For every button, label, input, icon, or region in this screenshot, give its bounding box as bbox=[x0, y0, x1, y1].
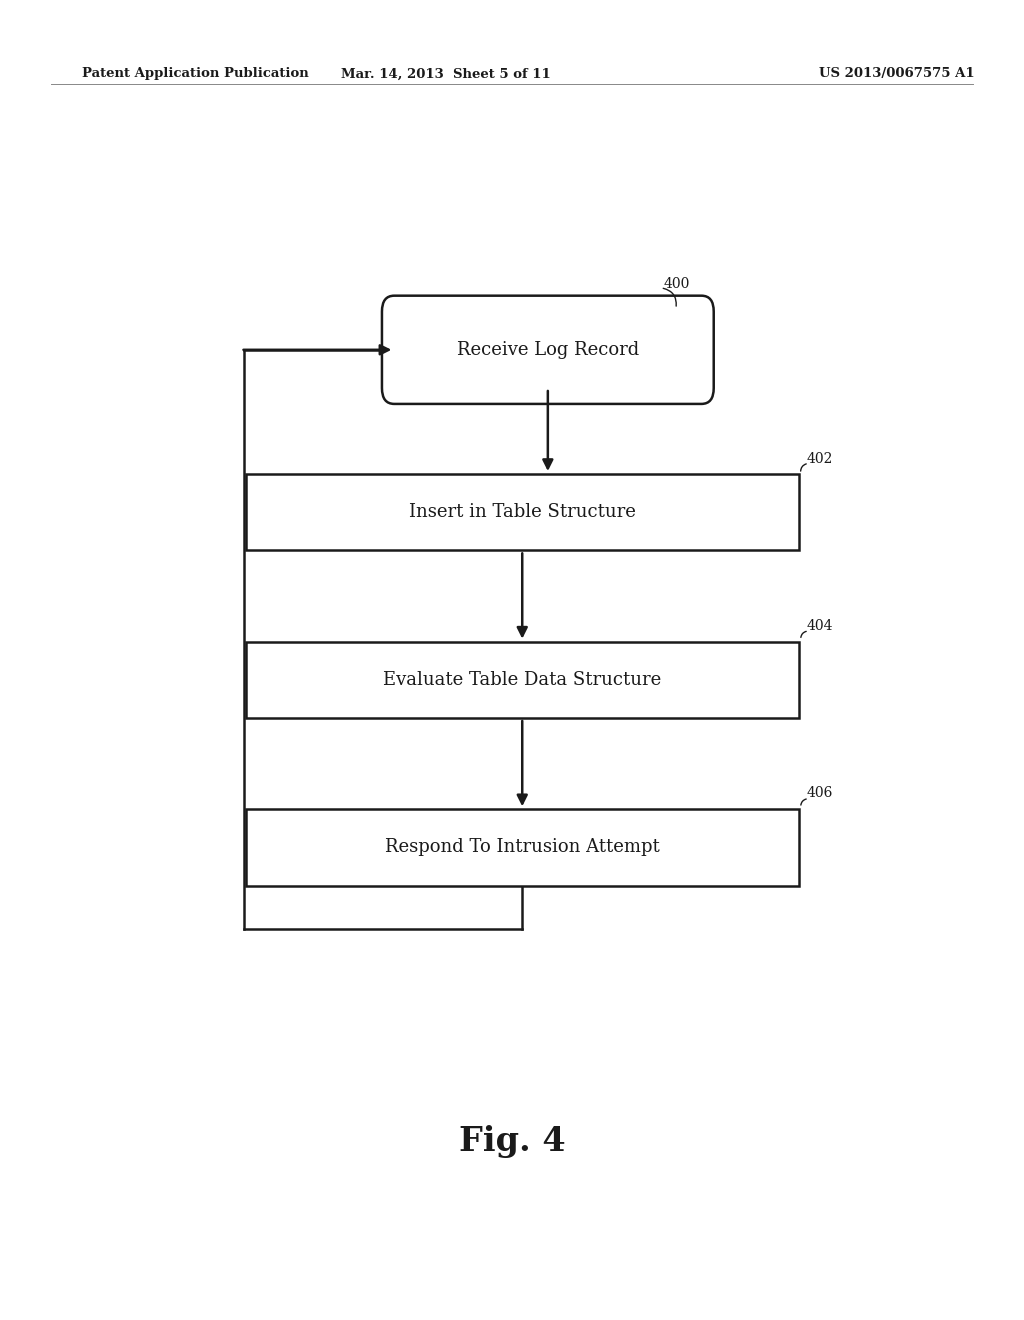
Text: 406: 406 bbox=[807, 787, 834, 800]
Bar bbox=[246, 474, 799, 550]
Text: Receive Log Record: Receive Log Record bbox=[457, 341, 639, 359]
Text: Evaluate Table Data Structure: Evaluate Table Data Structure bbox=[383, 671, 662, 689]
Text: 402: 402 bbox=[807, 453, 834, 466]
Text: Respond To Intrusion Attempt: Respond To Intrusion Attempt bbox=[385, 838, 659, 857]
Text: Mar. 14, 2013  Sheet 5 of 11: Mar. 14, 2013 Sheet 5 of 11 bbox=[341, 67, 550, 81]
Text: 400: 400 bbox=[664, 277, 690, 290]
Bar bbox=[246, 809, 799, 886]
FancyBboxPatch shape bbox=[382, 296, 714, 404]
Text: 404: 404 bbox=[807, 619, 834, 632]
Text: Patent Application Publication: Patent Application Publication bbox=[82, 67, 308, 81]
Bar bbox=[246, 642, 799, 718]
Text: US 2013/0067575 A1: US 2013/0067575 A1 bbox=[819, 67, 975, 81]
Text: Fig. 4: Fig. 4 bbox=[459, 1125, 565, 1159]
Text: Insert in Table Structure: Insert in Table Structure bbox=[409, 503, 636, 521]
